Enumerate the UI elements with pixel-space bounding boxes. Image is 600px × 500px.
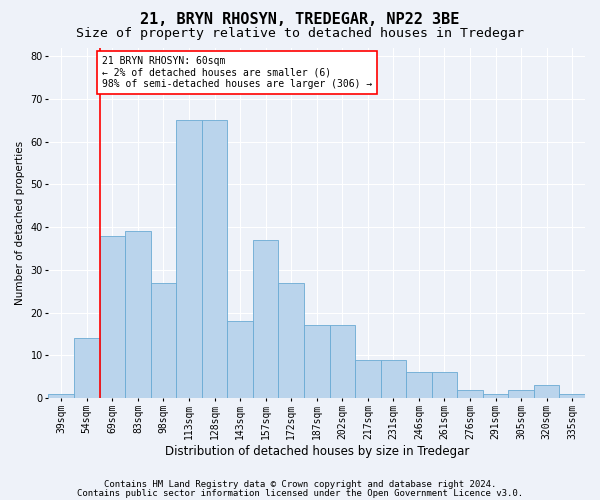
Bar: [100, 236, 125, 398]
Bar: [432, 372, 457, 398]
Bar: [406, 372, 432, 398]
Bar: [534, 386, 559, 398]
Bar: [559, 394, 585, 398]
Y-axis label: Number of detached properties: Number of detached properties: [15, 141, 25, 305]
Bar: [202, 120, 227, 398]
Bar: [508, 390, 534, 398]
Text: Contains public sector information licensed under the Open Government Licence v3: Contains public sector information licen…: [77, 488, 523, 498]
Bar: [278, 282, 304, 398]
Bar: [151, 282, 176, 398]
Bar: [457, 390, 483, 398]
Text: 21, BRYN RHOSYN, TREDEGAR, NP22 3BE: 21, BRYN RHOSYN, TREDEGAR, NP22 3BE: [140, 12, 460, 28]
Bar: [355, 360, 380, 398]
Bar: [74, 338, 100, 398]
Bar: [227, 321, 253, 398]
Bar: [125, 232, 151, 398]
Bar: [49, 394, 74, 398]
X-axis label: Distribution of detached houses by size in Tredegar: Distribution of detached houses by size …: [164, 444, 469, 458]
Text: Contains HM Land Registry data © Crown copyright and database right 2024.: Contains HM Land Registry data © Crown c…: [104, 480, 496, 489]
Bar: [253, 240, 278, 398]
Text: 21 BRYN RHOSYN: 60sqm
← 2% of detached houses are smaller (6)
98% of semi-detach: 21 BRYN RHOSYN: 60sqm ← 2% of detached h…: [102, 56, 373, 90]
Bar: [483, 394, 508, 398]
Bar: [329, 326, 355, 398]
Bar: [380, 360, 406, 398]
Bar: [304, 326, 329, 398]
Text: Size of property relative to detached houses in Tredegar: Size of property relative to detached ho…: [76, 28, 524, 40]
Bar: [176, 120, 202, 398]
